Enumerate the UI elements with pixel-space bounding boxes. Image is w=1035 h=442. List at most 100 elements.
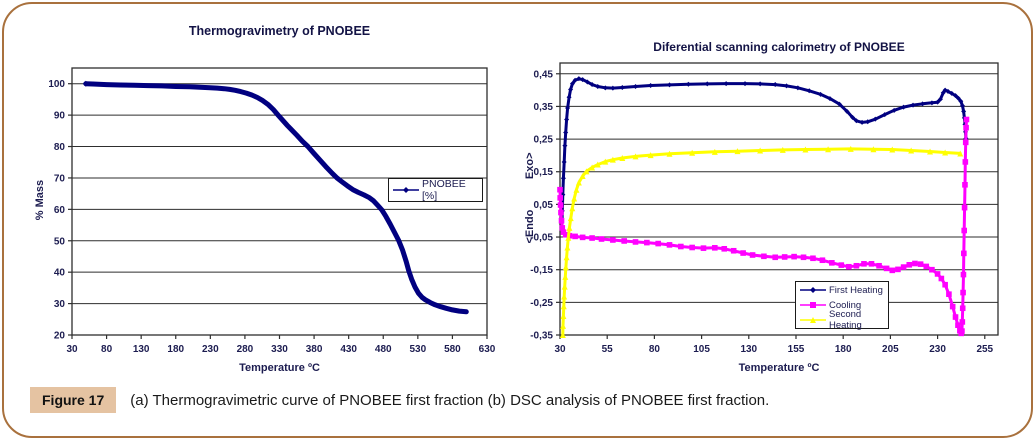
triangle-marker [908, 147, 915, 154]
x-tick-label: 330 [271, 344, 288, 355]
square-marker [740, 250, 746, 256]
diamond-marker [953, 93, 959, 99]
diamond-marker [561, 159, 567, 165]
square-marker [557, 195, 563, 201]
diamond-marker [595, 84, 601, 90]
x-tick-label: 480 [375, 344, 392, 355]
x-tick-label: 530 [409, 344, 426, 355]
y-tick-label: -0,15 [530, 265, 553, 276]
triangle-marker [647, 152, 654, 159]
square-marker [917, 261, 924, 267]
square-marker [838, 262, 845, 268]
series-line-first-heating [560, 77, 968, 229]
diamond-marker [919, 101, 925, 107]
diamond-marker [929, 100, 935, 106]
square-marker [829, 260, 835, 266]
diamond-marker [772, 82, 778, 88]
diamond-marker [757, 81, 763, 87]
y-tick-label: 30 [54, 299, 66, 310]
square-marker [678, 243, 684, 250]
square-marker [819, 257, 826, 264]
diamond-marker [648, 83, 654, 89]
square-marker [889, 267, 896, 274]
triangle-marker [565, 234, 572, 241]
square-marker [938, 275, 945, 282]
y-tick-label: 40 [54, 268, 66, 279]
square-marker [666, 242, 673, 248]
series-first-heating [559, 76, 969, 230]
triangle-marker [561, 283, 568, 290]
triangle-marker [589, 164, 596, 171]
square-marker [610, 237, 616, 243]
square-marker [781, 254, 788, 260]
x-tick-label: 55 [602, 344, 614, 355]
square-marker [700, 245, 707, 251]
square-marker [655, 240, 661, 247]
square-marker [730, 247, 737, 254]
square-marker [558, 217, 565, 224]
diamond-marker [633, 84, 639, 90]
figure-caption-text: (a) Thermogravimetric curve of PNOBEE fi… [130, 391, 770, 409]
x-tick-label: 155 [788, 344, 805, 355]
diamond-marker [872, 116, 878, 122]
square-marker [963, 124, 969, 131]
y-tick-label: 20 [54, 331, 66, 342]
triangle-marker [619, 155, 626, 162]
triangle-marker [560, 322, 567, 329]
triangle-marker [559, 332, 566, 338]
x-tick-label: 105 [693, 344, 710, 355]
square-marker [942, 281, 948, 288]
series-cooling [557, 116, 970, 337]
triangle-marker [563, 254, 570, 261]
dsc-plot-area: 0,45 0,35 0,25 0,15 0,05 -0,05 -0,15 -0,25 -0,35… [530, 62, 999, 355]
triangle-marker [779, 146, 786, 153]
square-marker [632, 239, 639, 245]
diamond-marker [784, 83, 790, 89]
x-tick-label: 205 [882, 344, 899, 355]
x-tick-label: 30 [66, 344, 78, 355]
square-marker [934, 271, 941, 277]
x-tick-label: 255 [976, 344, 993, 355]
y-tick-label: -0,05 [530, 233, 553, 244]
diamond-marker [882, 112, 888, 118]
diamond-marker [910, 102, 916, 108]
triangle-marker [870, 146, 877, 153]
triangle-marker [602, 158, 609, 165]
diamond-marker [619, 84, 625, 90]
y-tick-label: 100 [48, 79, 65, 90]
legend-diamond-marker-icon [393, 185, 419, 195]
y-tick-label: 0,25 [534, 135, 554, 146]
square-marker [961, 227, 968, 234]
triangle-marker [573, 186, 580, 193]
diamond-marker [667, 82, 672, 88]
diamond-marker [901, 104, 907, 110]
square-marker [557, 202, 564, 208]
y-tick-label: -0,25 [530, 298, 553, 309]
figure-number-label: Figure 17 [30, 387, 117, 413]
square-marker [598, 236, 605, 242]
square-marker [963, 116, 970, 123]
square-marker [644, 239, 650, 246]
legend-label-pnobee: PNOBEE [%] [422, 178, 466, 202]
square-marker [883, 265, 890, 272]
triangle-marker [583, 168, 590, 175]
x-tick-label: 430 [340, 344, 357, 355]
y-tick-label: 90 [54, 111, 66, 122]
x-tick-label: 280 [237, 344, 254, 355]
y-tick-label: 0,45 [534, 69, 554, 80]
diamond-marker [850, 115, 856, 121]
diamond-marker [560, 175, 566, 181]
triangle-marker [567, 215, 574, 222]
diamond-marker [955, 95, 961, 101]
square-marker [949, 303, 956, 310]
legend-item-cooling: Cooling [796, 298, 888, 313]
diamond-marker [891, 107, 897, 113]
square-marker [810, 302, 816, 308]
x-tick-label: 130 [740, 344, 757, 355]
legend-label-cooling: Cooling [829, 299, 862, 311]
y-tick-label: 80 [54, 142, 66, 153]
legend-item-pnobee: PNOBEE [%] [389, 178, 482, 202]
series-pnobee [82, 80, 469, 315]
x-tick-label: 30 [554, 344, 566, 355]
